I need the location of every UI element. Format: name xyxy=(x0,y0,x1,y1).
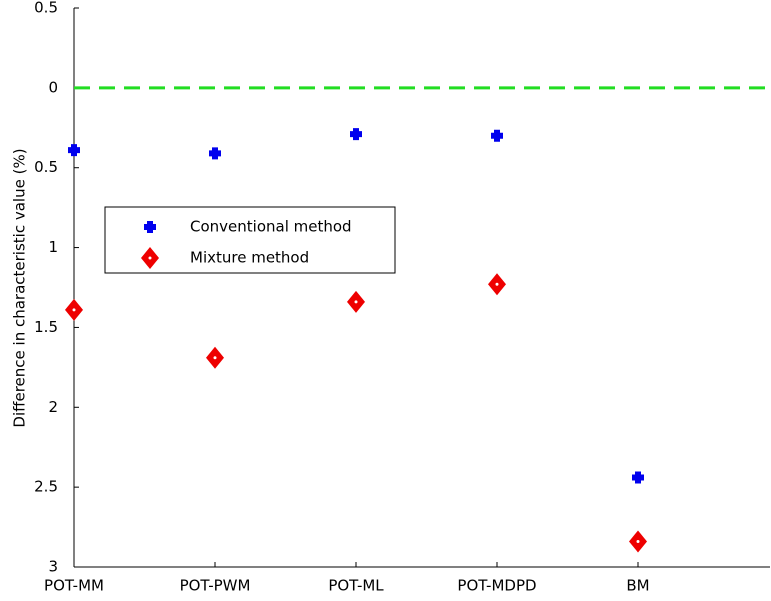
x-tick-label: POT-MM xyxy=(44,577,104,595)
plus-marker xyxy=(209,147,221,160)
y-tick-label: 3 xyxy=(48,558,58,576)
y-tick-label: 0.5 xyxy=(34,158,58,176)
diamond-dot xyxy=(495,282,499,286)
diamond-marker xyxy=(488,273,506,296)
legend-label: Mixture method xyxy=(190,249,309,267)
diamond-dot xyxy=(354,300,358,304)
plus-marker xyxy=(144,221,156,233)
x-tick-label: POT-MDPD xyxy=(457,577,536,595)
y-axis-label: Difference in characteristic value (%) xyxy=(11,148,29,427)
diamond-marker xyxy=(65,298,83,321)
y-tick-label: 0 xyxy=(48,78,58,96)
plus-marker xyxy=(491,129,503,142)
plus-marker xyxy=(632,471,644,484)
diamond-dot xyxy=(72,308,76,312)
y-tick-label: 0.5 xyxy=(34,0,58,17)
x-tick-label: POT-ML xyxy=(328,577,384,595)
plus-marker xyxy=(350,128,362,141)
diamond-dot xyxy=(636,539,640,543)
diamond-dot xyxy=(213,356,217,360)
plus-marker xyxy=(68,144,80,157)
diamond-marker xyxy=(629,530,647,553)
diamond-marker xyxy=(347,290,365,313)
y-tick-label: 2.5 xyxy=(34,478,58,496)
y-tick-label: 2 xyxy=(48,398,58,416)
diamond-dot xyxy=(148,256,152,260)
diamond-marker xyxy=(141,247,159,269)
legend-label: Conventional method xyxy=(190,218,352,236)
y-tick-label: 1.5 xyxy=(34,318,58,336)
y-tick-label: 1 xyxy=(48,238,58,256)
diamond-marker xyxy=(206,346,224,369)
x-tick-label: POT-PWM xyxy=(180,577,251,595)
x-tick-label: BM xyxy=(626,577,649,595)
